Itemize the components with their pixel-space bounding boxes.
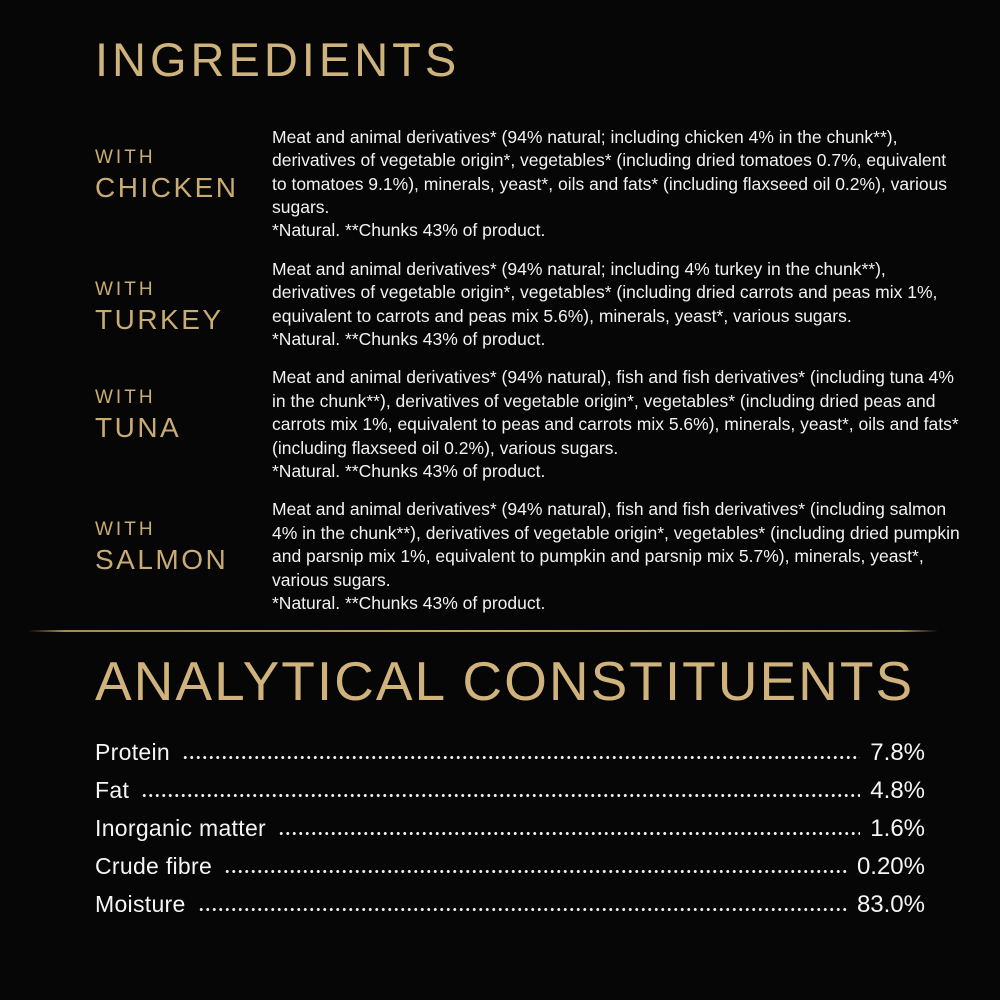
- dot-leader: [181, 754, 861, 760]
- analytical-value: 83.0%: [856, 890, 925, 918]
- analytical-row-crude-fibre: Crude fibre 0.20%: [95, 853, 925, 891]
- ingredient-section-turkey: WITH TURKEY Meat and animal derivatives*…: [95, 258, 965, 352]
- ingredient-footnote: *Natural. **Chunks 43% of product.: [272, 593, 546, 613]
- analytical-row-fat: Fat 4.8%: [95, 777, 925, 815]
- dot-leader: [141, 792, 861, 798]
- ingredient-text-chicken: Meat and animal derivatives* (94% natura…: [272, 126, 965, 243]
- variant-label-chicken: WITH CHICKEN: [95, 126, 272, 243]
- variant-name: SALMON: [95, 544, 229, 576]
- ingredient-footnote: *Natural. **Chunks 43% of product.: [272, 328, 546, 349]
- analytical-row-inorganic-matter: Inorganic matter 1.6%: [95, 815, 925, 853]
- analytical-constituents-list: Protein 7.8% Fat 4.8% Inorganic matter 1…: [95, 739, 925, 929]
- analytical-row-protein: Protein 7.8%: [95, 739, 925, 777]
- ingredient-section-salmon: WITH SALMON Meat and animal derivatives*…: [95, 498, 965, 615]
- dot-leader: [278, 830, 861, 836]
- variant-prefix: WITH: [95, 278, 156, 300]
- variant-prefix: WITH: [95, 519, 156, 541]
- analytical-label: Inorganic matter: [95, 814, 266, 841]
- analytical-label: Crude fibre: [95, 852, 213, 879]
- variant-label-tuna: WITH TUNA: [95, 366, 272, 483]
- analytical-value: 1.6%: [870, 814, 925, 842]
- analytical-value: 0.20%: [856, 852, 925, 880]
- ingredient-paragraph: Meat and animal derivatives* (94% natura…: [272, 258, 938, 326]
- variant-label-salmon: WITH SALMON: [95, 498, 272, 615]
- ingredient-paragraph: Meat and animal derivatives* (94% natura…: [272, 126, 948, 217]
- analytical-label: Protein: [95, 738, 170, 765]
- ingredient-footnote: *Natural. **Chunks 43% of product.: [272, 220, 546, 241]
- variant-name: CHICKEN: [95, 171, 239, 203]
- ingredient-paragraph: Meat and animal derivatives* (94% natura…: [272, 499, 960, 590]
- analytical-value: 7.8%: [870, 738, 925, 766]
- variant-name: TUNA: [95, 412, 182, 444]
- dot-leader: [197, 906, 847, 912]
- ingredients-sections: WITH CHICKEN Meat and animal derivatives…: [95, 126, 965, 616]
- variant-prefix: WITH: [95, 387, 156, 409]
- analytical-constituents-title: ANALYTICAL CONSTITUENTS: [95, 650, 915, 713]
- dot-leader: [224, 868, 847, 874]
- section-divider-line: [28, 630, 938, 633]
- analytical-label: Fat: [95, 776, 130, 803]
- analytical-label: Moisture: [95, 890, 186, 917]
- variant-label-turkey: WITH TURKEY: [95, 258, 272, 352]
- analytical-row-moisture: Moisture 83.0%: [95, 891, 925, 929]
- ingredient-text-salmon: Meat and animal derivatives* (94% natura…: [272, 498, 965, 615]
- ingredient-section-tuna: WITH TUNA Meat and animal derivatives* (…: [95, 366, 965, 483]
- ingredients-title: INGREDIENTS: [95, 33, 461, 86]
- ingredient-text-tuna: Meat and animal derivatives* (94% natura…: [272, 366, 965, 483]
- ingredient-text-turkey: Meat and animal derivatives* (94% natura…: [272, 258, 965, 352]
- ingredient-footnote: *Natural. **Chunks 43% of product.: [272, 460, 546, 481]
- variant-prefix: WITH: [95, 146, 156, 168]
- analytical-value: 4.8%: [870, 776, 925, 804]
- ingredient-section-chicken: WITH CHICKEN Meat and animal derivatives…: [95, 126, 965, 243]
- ingredient-paragraph: Meat and animal derivatives* (94% natura…: [272, 367, 959, 458]
- variant-name: TURKEY: [95, 303, 224, 335]
